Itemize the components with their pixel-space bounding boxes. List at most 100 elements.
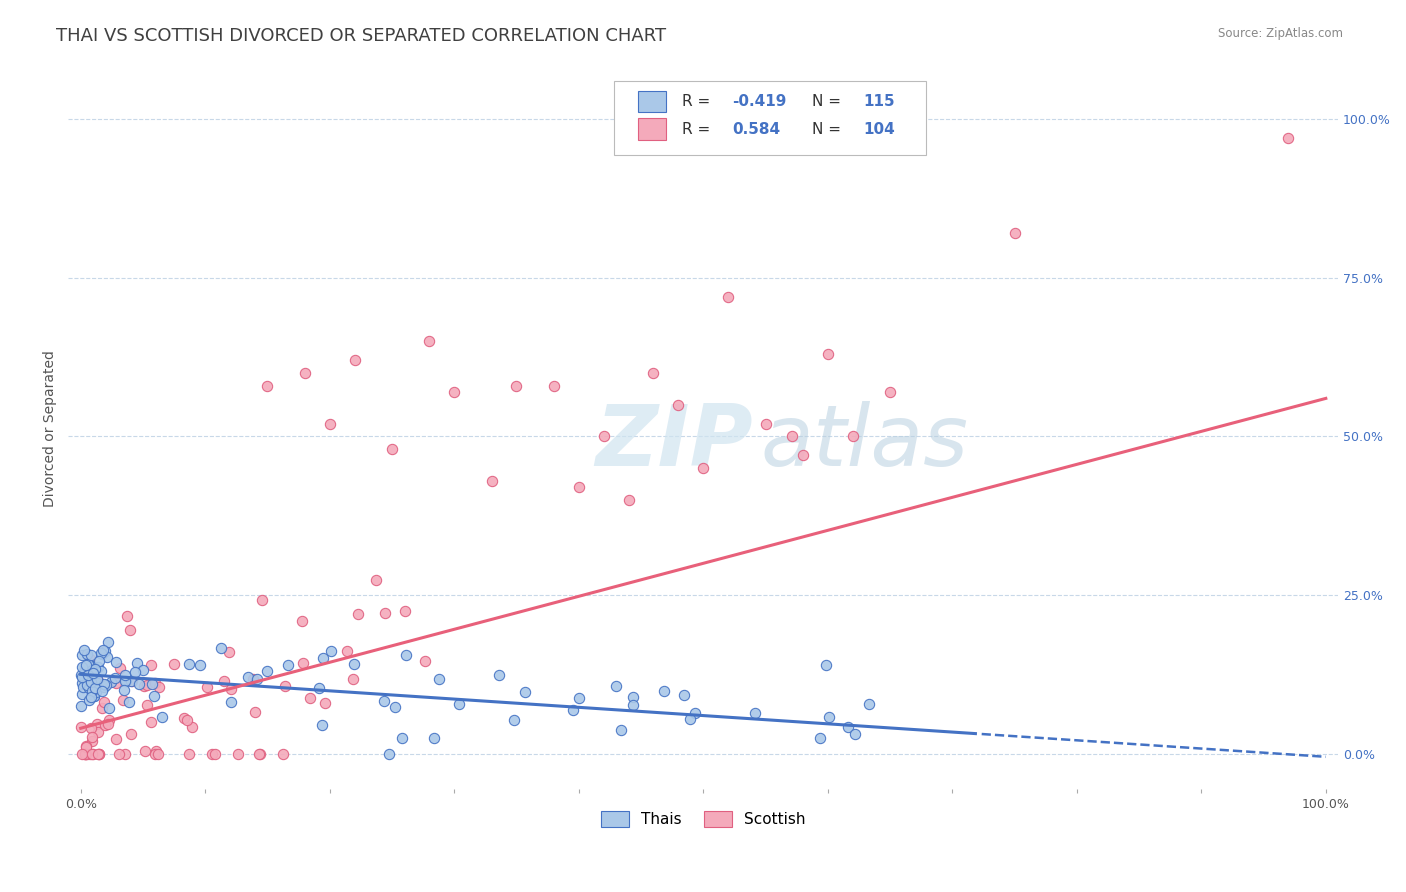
Text: THAI VS SCOTTISH DIVORCED OR SEPARATED CORRELATION CHART: THAI VS SCOTTISH DIVORCED OR SEPARATED C… [56,27,666,45]
Point [75,658,97,673]
Point [121,673,143,688]
Point [1277,131,1299,145]
Point [73,643,96,657]
Point [114,673,136,688]
Point [717,290,740,304]
Point [179,657,201,672]
Point [91,700,114,714]
Point [75,747,97,761]
Point [87,674,110,689]
Point [621,698,644,713]
Point [141,676,163,690]
Point [274,679,297,693]
Point [568,480,591,494]
Point [181,721,204,735]
Point [879,385,901,400]
Point [75,739,97,754]
Point [97,713,120,727]
Point [76,668,98,682]
Point [443,385,465,400]
Point [343,353,366,368]
Point [179,747,201,761]
Point [515,685,537,699]
Point [218,645,240,659]
Point [80,675,103,690]
Point [83,661,105,675]
Point [76,657,98,671]
Text: -0.419: -0.419 [733,95,787,109]
Point [314,696,336,710]
Text: 115: 115 [863,95,894,109]
Point [93,677,115,691]
Point [96,649,118,664]
Point [336,644,359,658]
Point [347,607,370,622]
Point [163,657,186,671]
Point [86,672,108,686]
Point [105,731,128,746]
Point [249,747,271,761]
Point [312,650,335,665]
Text: R =: R = [682,121,714,136]
Point [136,698,159,712]
Point [73,747,96,761]
Point [120,673,142,688]
Point [87,725,110,739]
Point [481,474,503,488]
Point [104,672,127,686]
Point [342,672,364,686]
Point [87,660,110,674]
Point [226,747,249,761]
Point [195,680,218,694]
Point [91,642,114,657]
Point [449,697,471,711]
Point [298,690,321,705]
Point [118,624,141,638]
Point [488,668,510,682]
Point [294,366,316,380]
Point [76,647,98,661]
Point [83,690,105,704]
Point [292,657,315,671]
Point [80,690,103,704]
Point [381,442,404,457]
Point [1004,227,1026,241]
Point [256,664,278,678]
Text: Source: ZipAtlas.com: Source: ZipAtlas.com [1218,27,1343,40]
Point [87,747,110,761]
Point [70,687,93,701]
Point [87,747,110,761]
Point [792,449,814,463]
Point [377,747,399,761]
FancyBboxPatch shape [638,119,666,140]
Point [97,700,120,714]
Point [319,417,342,431]
Point [505,378,527,392]
Text: atlas: atlas [761,401,969,484]
Point [80,684,103,698]
Point [70,747,93,761]
Point [86,676,108,690]
Point [679,712,702,726]
Point [72,670,94,684]
Point [808,731,831,746]
Text: N =: N = [813,121,846,136]
Text: N =: N = [813,95,846,109]
Point [141,714,163,729]
Point [91,684,114,698]
Point [692,461,714,475]
Point [672,688,695,702]
Point [188,658,211,673]
Point [374,606,396,620]
Point [118,695,141,709]
Point [173,710,195,724]
Point [93,680,115,694]
Point [252,593,274,607]
Point [561,702,583,716]
Point [395,648,418,662]
Point [427,673,450,687]
Point [79,693,101,707]
Point [271,747,294,761]
Point [418,334,440,349]
Point [245,673,267,687]
